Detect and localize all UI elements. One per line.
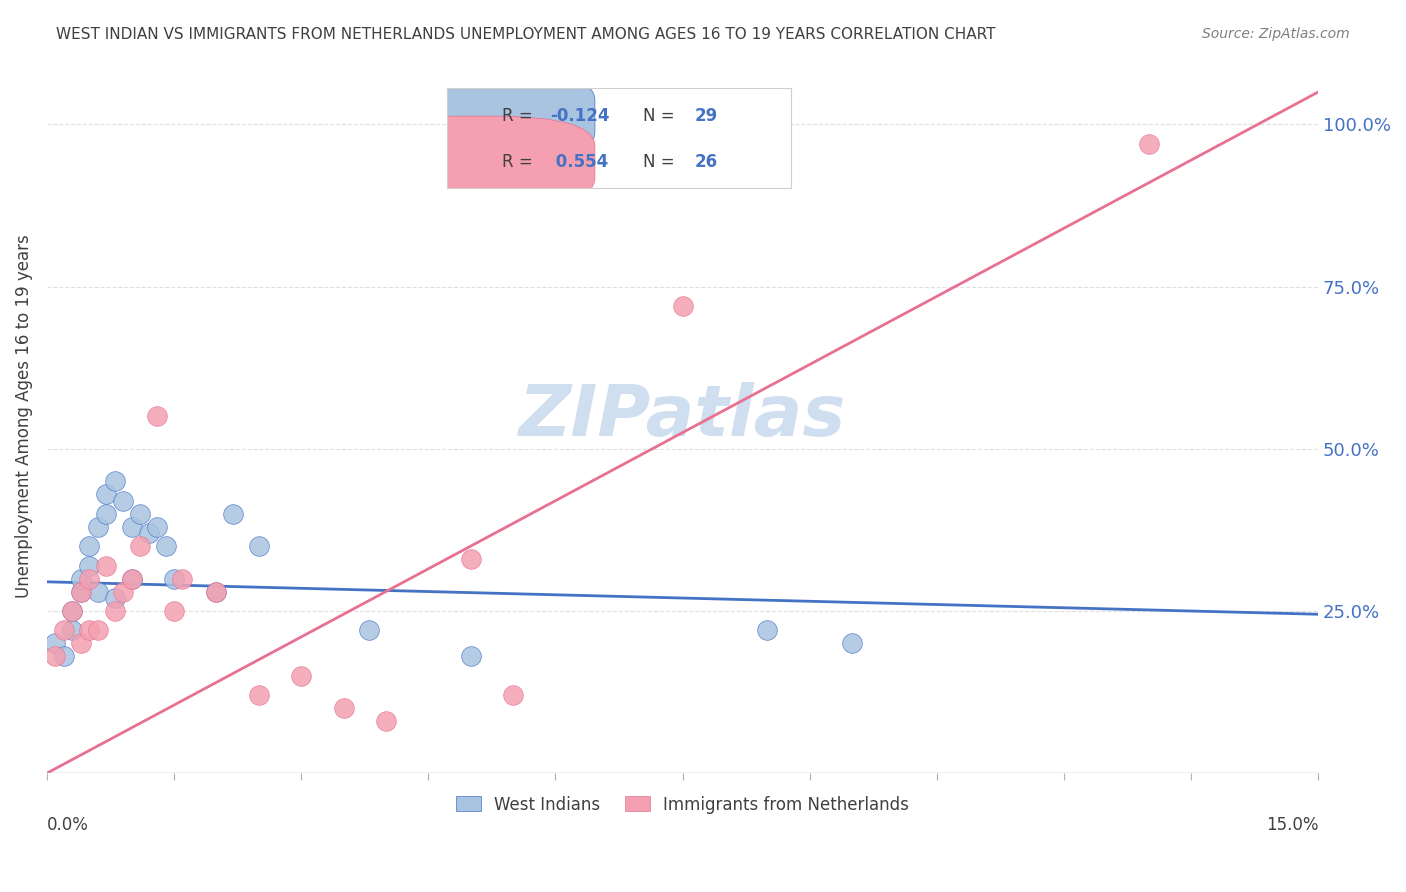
Point (69, 636, 91, 650)
Point (1137, 136, 1160, 151)
Point (671, 299, 693, 313)
Point (96, 507, 118, 521)
Point (129, 507, 152, 521)
Point (104, 591, 127, 605)
Text: WEST INDIAN VS IMMIGRANTS FROM NETHERLANDS UNEMPLOYMENT AMONG AGES 16 TO 19 YEAR: WEST INDIAN VS IMMIGRANTS FROM NETHERLAN… (56, 27, 995, 42)
Point (87, 584, 110, 599)
Text: ZIPatlas: ZIPatlas (519, 382, 846, 450)
Point (87, 624, 110, 638)
Point (138, 526, 160, 541)
Point (104, 604, 127, 618)
Point (77, 558, 100, 573)
Point (69, 572, 91, 586)
Point (77, 624, 100, 638)
Text: 15.0%: 15.0% (1265, 816, 1319, 834)
Point (714, 98, 737, 112)
Point (146, 519, 169, 533)
Point (205, 584, 228, 599)
Text: 0.0%: 0.0% (46, 816, 89, 834)
Point (69, 584, 91, 599)
Point (112, 493, 135, 508)
Point (357, 624, 380, 638)
Point (87, 519, 110, 533)
Point (60, 604, 83, 618)
Point (77, 572, 100, 586)
Point (163, 604, 186, 618)
Point (247, 539, 270, 553)
Point (502, 689, 524, 703)
Point (222, 507, 245, 521)
Point (247, 689, 270, 703)
Point (52, 624, 75, 638)
Point (96, 558, 118, 573)
Point (60, 604, 83, 618)
Point (52, 649, 75, 664)
Point (77, 539, 100, 553)
Point (44, 636, 66, 650)
Point (374, 714, 396, 729)
Point (121, 519, 143, 533)
Point (332, 701, 354, 715)
Point (155, 539, 177, 553)
Point (121, 572, 143, 586)
Point (172, 572, 194, 586)
Point (756, 624, 779, 638)
Point (841, 636, 863, 650)
Point (112, 584, 135, 599)
Point (460, 552, 482, 566)
Point (69, 584, 91, 599)
Point (460, 649, 482, 664)
Legend: West Indians, Immigrants from Netherlands: West Indians, Immigrants from Netherland… (447, 788, 918, 822)
Point (121, 572, 143, 586)
Point (104, 475, 127, 489)
Point (44, 649, 66, 664)
Point (96, 487, 118, 501)
Point (146, 409, 169, 424)
Point (60, 624, 83, 638)
Y-axis label: Unemployment Among Ages 16 to 19 years: Unemployment Among Ages 16 to 19 years (15, 235, 32, 599)
Text: Source: ZipAtlas.com: Source: ZipAtlas.com (1202, 27, 1350, 41)
Point (205, 584, 228, 599)
Point (129, 539, 152, 553)
Point (163, 572, 186, 586)
Point (290, 669, 312, 683)
